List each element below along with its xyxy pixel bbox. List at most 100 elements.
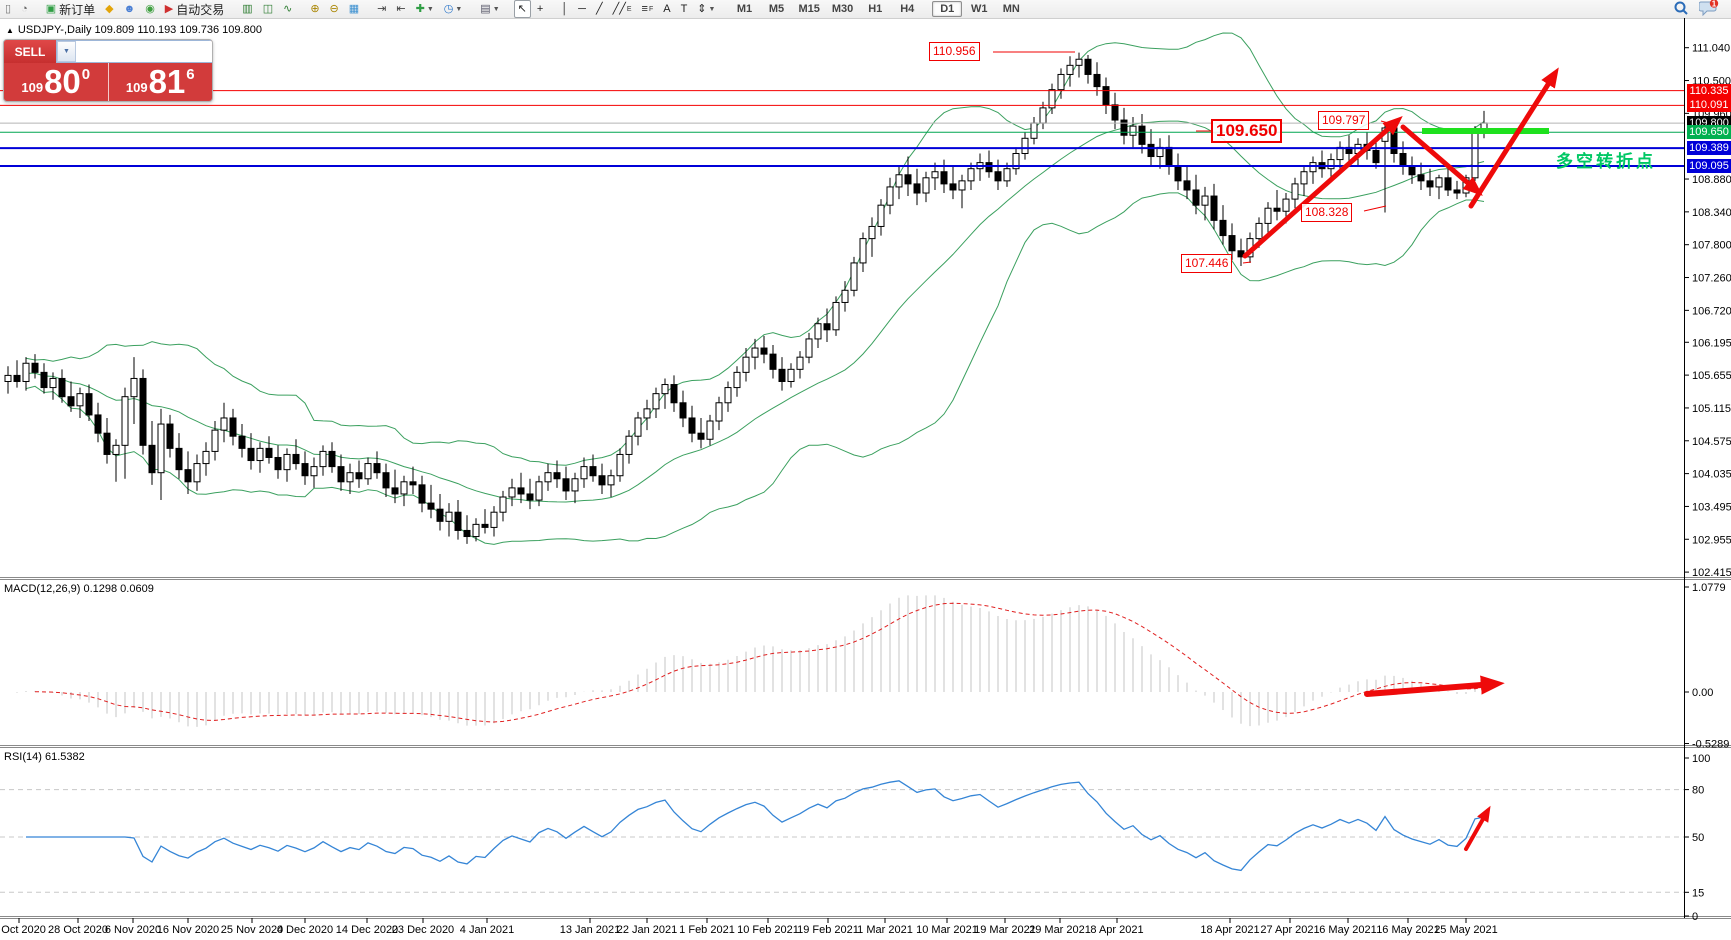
zoom-history-icon-glyph: ◔ bbox=[21, 3, 28, 15]
signals-icon-glyph: ◉ bbox=[145, 3, 155, 15]
svg-text:50: 50 bbox=[1692, 832, 1704, 844]
sell-price-button[interactable]: 109 80 0 bbox=[4, 63, 109, 101]
zoom-in-button[interactable]: ⊕ bbox=[306, 0, 323, 18]
macd-pane: 1.0779 0.00 -0.5289 bbox=[16, 582, 1729, 751]
one-click-trading-panel: SELL ▼ ▲ BUY 109 80 0 109 81 6 bbox=[3, 39, 213, 102]
symbol-collapse-arrow[interactable]: ▲ bbox=[6, 26, 14, 35]
timeframe-m5[interactable]: M5 bbox=[768, 3, 785, 15]
svg-text:14 Dec 2020: 14 Dec 2020 bbox=[336, 924, 398, 936]
crosshair-button[interactable]: + bbox=[533, 0, 547, 18]
axes-layer bbox=[0, 18, 1731, 919]
line-chart-glyph: ∿ bbox=[283, 3, 293, 15]
svg-text:27 Apr 2021: 27 Apr 2021 bbox=[1260, 924, 1319, 936]
autotrading-button[interactable]: ▶ 自动交易 bbox=[161, 0, 228, 18]
text-button[interactable]: A bbox=[659, 0, 674, 18]
svg-text:106.720: 106.720 bbox=[1692, 305, 1731, 317]
vertical-line-button[interactable]: │ bbox=[557, 0, 572, 18]
text-glyph: A bbox=[663, 3, 671, 15]
trendline-glyph: ╱ bbox=[595, 3, 603, 15]
auto-scroll-button[interactable]: ⇤ bbox=[392, 0, 409, 18]
dropdown-caret-icon[interactable]: ▼ bbox=[426, 5, 434, 13]
horizontal-line-button[interactable]: ─ bbox=[574, 0, 590, 18]
timeframe-m30[interactable]: M30 bbox=[831, 3, 854, 15]
timeframe-m15[interactable]: M15 bbox=[798, 3, 820, 15]
fibonacci-button[interactable]: ≡ F bbox=[638, 0, 658, 18]
new-order-button[interactable]: ▣ 新订单 bbox=[42, 0, 99, 18]
autotrading-glyph: ▶ bbox=[164, 3, 174, 15]
zoom-out-button[interactable]: ⊖ bbox=[326, 0, 343, 18]
svg-text:1 Mar 2021: 1 Mar 2021 bbox=[857, 924, 913, 936]
timeframe-w1[interactable]: W1 bbox=[971, 3, 988, 15]
svg-text:105.115: 105.115 bbox=[1692, 403, 1731, 415]
svg-text:107.800: 107.800 bbox=[1692, 240, 1731, 252]
timeframe-m1[interactable]: M1 bbox=[736, 3, 753, 15]
svg-text:16 May 2021: 16 May 2021 bbox=[1376, 924, 1440, 936]
svg-text:25 May 2021: 25 May 2021 bbox=[1434, 924, 1498, 936]
document-icon-glyph: ▯ bbox=[5, 3, 12, 15]
toolbar-left-group: ▯ ◔ ▣ 新订单 ◆ ☻ ◉ ▶ 自动交易 ▥ ◫ ∿ ⊕ ⊖ ▦ ⇥ ⇤ ✚ ▼ ◷ ▼ ▤ ▼ ↖ + │ ─ ╱ ╱╱ E ≡ F A T… bbox=[0, 0, 728, 18]
volume-decrease-button[interactable]: ▼ bbox=[57, 41, 76, 62]
arrows-dropdown[interactable]: ⇕ ▼ bbox=[693, 0, 719, 18]
signals-icon[interactable]: ◉ bbox=[141, 0, 159, 18]
timeframe-mn[interactable]: MN bbox=[1002, 3, 1020, 15]
svg-text:15: 15 bbox=[1692, 887, 1704, 899]
svg-text:8 Apr 2021: 8 Apr 2021 bbox=[1090, 924, 1143, 936]
svg-text:108.340: 108.340 bbox=[1692, 207, 1731, 219]
community-icon[interactable]: ☻ bbox=[120, 0, 140, 18]
chart-shift-glyph: ⇥ bbox=[377, 3, 387, 15]
timeframe-d1[interactable]: D1 bbox=[932, 1, 963, 17]
sell-price-figure: 109 bbox=[21, 80, 44, 95]
buy-price-figure: 109 bbox=[125, 80, 148, 95]
metaeditor-icon[interactable]: ◆ bbox=[101, 0, 117, 18]
document-icon[interactable]: ▯ bbox=[1, 0, 15, 18]
periods-dropdown[interactable]: ◷ ▼ bbox=[440, 0, 467, 18]
svg-text:106.195: 106.195 bbox=[1692, 337, 1731, 349]
add-indicator-dropdown[interactable]: ✚ ▼ bbox=[412, 0, 438, 18]
sell-button[interactable]: SELL bbox=[4, 40, 56, 63]
buy-price-button[interactable]: 109 81 6 bbox=[109, 63, 213, 101]
price-badge-109.650: 109.650 bbox=[1687, 125, 1731, 140]
bar-chart-glyph: ▥ bbox=[242, 3, 253, 15]
line-chart-button[interactable]: ∿ bbox=[279, 0, 296, 18]
svg-text:6 May 2021: 6 May 2021 bbox=[1319, 924, 1376, 936]
price-annotation-107.446: 107.446 bbox=[1181, 254, 1233, 273]
svg-text:80: 80 bbox=[1692, 785, 1704, 797]
text-label-button[interactable]: T bbox=[677, 0, 692, 18]
chart-canvas[interactable]: 111.040110.500109.960108.880108.340107.8… bbox=[0, 18, 1731, 940]
svg-text:111.040: 111.040 bbox=[1692, 43, 1730, 55]
dropdown-caret-icon[interactable]: ▼ bbox=[455, 5, 463, 13]
svg-text:0: 0 bbox=[1692, 911, 1698, 923]
volume-stepper: ▼ ▲ bbox=[56, 40, 212, 63]
chat-icon[interactable]: 1 bbox=[1698, 0, 1719, 19]
zoom-history-icon[interactable]: ◔ bbox=[17, 0, 32, 18]
chart-shift-button[interactable]: ⇥ bbox=[373, 0, 390, 18]
candlestick-chart-button[interactable]: ◫ bbox=[259, 0, 277, 18]
trendline-button[interactable]: ╱ bbox=[592, 0, 607, 18]
timeframe-h1[interactable]: H1 bbox=[868, 3, 883, 15]
svg-text:102.415: 102.415 bbox=[1692, 567, 1731, 579]
price-annotation-109.650: 109.650 bbox=[1211, 119, 1283, 143]
timeframe-h4[interactable]: H4 bbox=[900, 3, 915, 15]
dropdown-caret-icon[interactable]: ▼ bbox=[492, 5, 500, 13]
volume-input[interactable] bbox=[76, 41, 212, 62]
candles-layer bbox=[4, 52, 1488, 544]
text-label-glyph: T bbox=[680, 3, 688, 15]
templates-dropdown[interactable]: ▤ ▼ bbox=[476, 0, 503, 18]
candlestick-chart-glyph: ◫ bbox=[262, 3, 274, 15]
tile-windows-button[interactable]: ▦ bbox=[345, 0, 363, 18]
bollinger-bands bbox=[25, 32, 1485, 545]
bar-chart-button[interactable]: ▥ bbox=[238, 0, 256, 18]
svg-text:29 Mar 2021: 29 Mar 2021 bbox=[1029, 924, 1091, 936]
equidistant-channel-button[interactable]: ╱╱ E bbox=[609, 0, 636, 18]
crosshair-glyph: + bbox=[536, 3, 544, 15]
dropdown-caret-icon[interactable]: ▼ bbox=[708, 5, 716, 13]
auto-scroll-glyph: ⇤ bbox=[396, 3, 406, 15]
fibonacci-glyph: ≡ bbox=[641, 3, 648, 15]
search-icon[interactable] bbox=[1673, 0, 1689, 19]
svg-text:102.955: 102.955 bbox=[1692, 534, 1731, 546]
green-trend-bar[interactable] bbox=[1422, 128, 1549, 134]
svg-text:0.00: 0.00 bbox=[1692, 687, 1713, 699]
cursor-button[interactable]: ↖ bbox=[513, 0, 531, 18]
tile-windows-glyph: ▦ bbox=[348, 3, 360, 15]
new-order-button-label: 新订单 bbox=[59, 2, 96, 17]
